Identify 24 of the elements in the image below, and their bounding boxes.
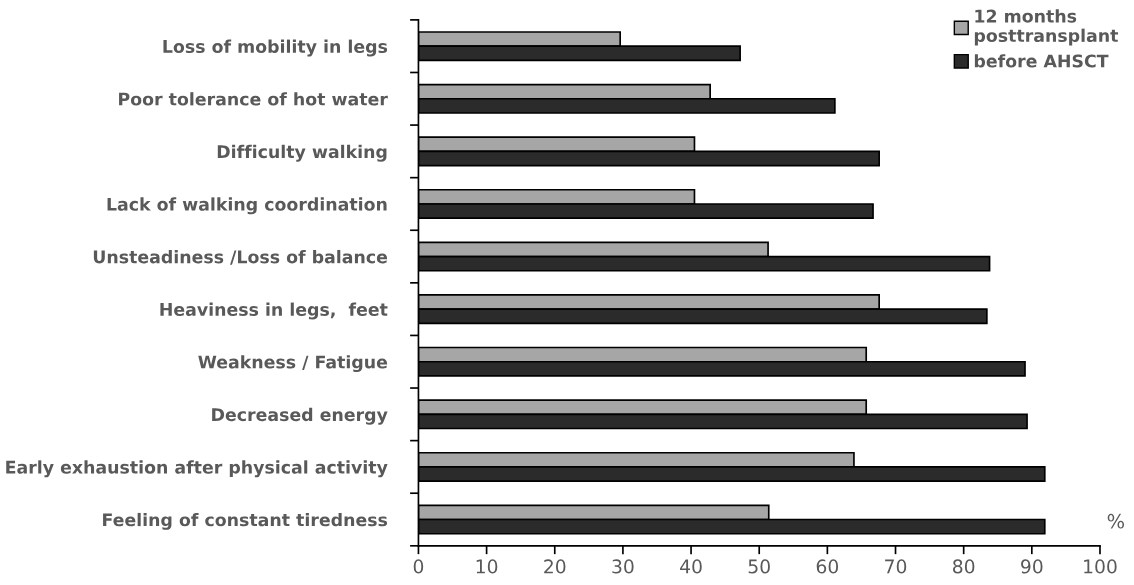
x-tick-label: 10 — [476, 559, 498, 574]
y-tick-label: Loss of mobility in legs — [163, 39, 388, 57]
y-tick-label: Feeling of constant tiredness — [103, 512, 388, 530]
y-tick-label: Poor tolerance of hot water — [119, 92, 388, 106]
legend-label: 12 months posttransplant — [974, 9, 1119, 46]
y-tick-label: Lack of walking coordination — [107, 197, 387, 215]
x-tick-label: 60 — [816, 559, 839, 574]
x-tick-label: 70 — [885, 559, 907, 574]
x-tick-label: 30 — [612, 559, 634, 574]
y-tick-label: Decreased energy — [212, 407, 388, 425]
x-tick-label: 40 — [680, 559, 702, 574]
y-tick-label: Early exhaustion after physical activity — [6, 460, 388, 478]
y-tick-label: Difficulty walking — [217, 144, 387, 162]
text: % — [1107, 513, 1125, 529]
x-tick-label: 80 — [953, 559, 975, 574]
x-tick-label: 0 — [413, 559, 424, 574]
legend-label: before AHSCT — [974, 54, 1109, 68]
y-tick-label: Heaviness in legs, feet — [160, 302, 388, 320]
x-tick-label: 90 — [1021, 559, 1043, 574]
x-tick-label: 100 — [1084, 559, 1117, 574]
y-tick-label: Weakness / Fatigue — [198, 355, 388, 373]
x-tick-label: 50 — [748, 559, 770, 574]
x-tick-label: 20 — [544, 559, 566, 574]
y-tick-label: Unsteadiness /Loss of balance — [93, 249, 388, 265]
